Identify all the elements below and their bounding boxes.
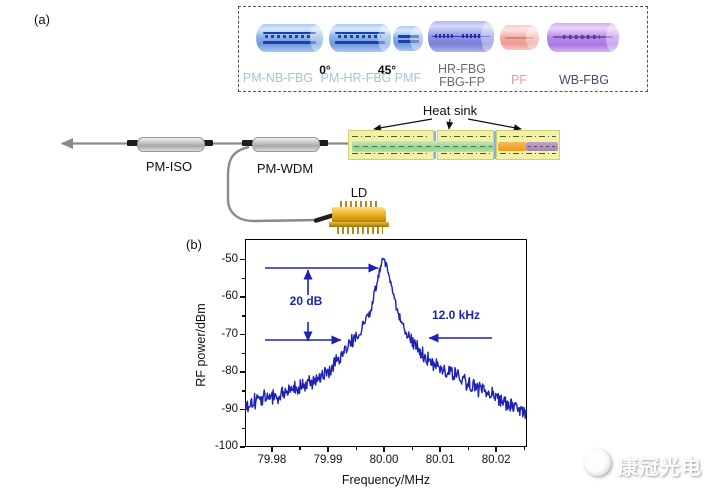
fbg-grating — [337, 35, 382, 39]
pm-hr-fbg-label: PM-HR-FBG — [320, 71, 392, 85]
pm-nb-fbg-label: PM-NB-FBG — [242, 71, 314, 85]
panel-b-label: (b) — [186, 237, 202, 252]
ld-pins-top — [340, 201, 378, 207]
purple-segment-dash — [528, 145, 556, 148]
heat-sink-dash-bottom — [500, 153, 556, 154]
pmf-line-2 — [397, 39, 419, 43]
pm-iso-boot-right — [202, 140, 213, 146]
wb-grating-dots — [562, 35, 601, 40]
pf-core-line — [504, 36, 535, 39]
pmf-line-1 — [397, 34, 419, 38]
pmf-fiber — [393, 26, 424, 51]
heat-sink-label: Heat sink — [422, 103, 478, 118]
pm-wdm-boot-left — [242, 140, 253, 146]
annotation-arrows — [265, 263, 492, 345]
splice-separator-2 — [494, 131, 496, 159]
fbg-bottom-line — [262, 41, 317, 44]
pm-wdm-body — [252, 137, 320, 152]
ld-flange — [329, 222, 389, 227]
ld-label: LD — [350, 185, 368, 200]
heat-sink-arrow-right — [467, 118, 522, 132]
core-line — [431, 35, 491, 38]
hr-fbg-label: HR-FBG — [438, 62, 486, 76]
pm-iso-label: PM-ISO — [145, 159, 193, 174]
pm-iso-body — [137, 137, 205, 152]
heat-sink-dash-top — [500, 136, 556, 137]
rf-spectrum-plot — [245, 257, 527, 420]
fbg-grating — [265, 35, 313, 39]
pm-wdm-label: PM-WDM — [256, 161, 314, 176]
fbg-bottom-line — [335, 41, 385, 44]
splice-angle-45-label: 45° — [377, 63, 397, 77]
heat-sink-dash-bottom — [352, 153, 430, 154]
watermark: 康冠光电 — [578, 444, 713, 484]
grating-1 — [434, 34, 454, 39]
watermark-logo-icon — [584, 449, 611, 476]
orange-fiber-segment — [498, 142, 526, 151]
heat-sink-arrow-left — [373, 118, 433, 132]
linewidth-annotation: 12.0 kHz — [431, 308, 481, 322]
fbg-fp-label: FBG-FP — [439, 75, 485, 89]
heat-sink-dash-top — [352, 136, 430, 137]
pm-iso-boot-left — [127, 140, 138, 146]
gain-fiber-strip — [352, 141, 494, 152]
plot-box — [245, 239, 527, 447]
panel-a-label: (a) — [34, 12, 50, 27]
heat-sink-dash-top — [441, 136, 490, 137]
pf-fiber — [500, 25, 540, 50]
heat-sink-arrow-mid — [446, 118, 454, 130]
purple-fiber-segment — [526, 142, 558, 151]
spectrum-curve — [245, 257, 527, 420]
ld-pins-bottom — [337, 227, 383, 234]
pf-label: PF — [511, 73, 527, 87]
pmf-label: PMF — [394, 71, 422, 85]
pm-wdm-boot-right — [317, 140, 328, 146]
pm-hr-fbg-fiber — [329, 24, 392, 52]
pm-nb-fbg-fiber — [256, 24, 324, 52]
watermark-text: 康冠光电 — [618, 457, 702, 479]
hr-fbg-fp-fiber — [428, 21, 495, 52]
grating-2 — [462, 34, 481, 39]
fbg-top-line — [262, 31, 317, 34]
ld-body — [332, 207, 386, 223]
wb-fbg-fiber — [547, 23, 620, 52]
gain-fiber-dash-line — [354, 145, 492, 148]
fbg-top-line — [335, 31, 385, 34]
pump-fiber — [226, 145, 319, 223]
y-axis-title: RF power/dBm — [194, 303, 208, 387]
wb-fbg-label: WB-FBG — [559, 73, 609, 87]
x-axis-title: Frequency/MHz — [341, 473, 431, 487]
splice-angle-0-label: 0° — [319, 63, 331, 77]
heat-sink-dash-bottom — [441, 153, 490, 154]
span-20db-annotation: 20 dB — [289, 294, 323, 308]
